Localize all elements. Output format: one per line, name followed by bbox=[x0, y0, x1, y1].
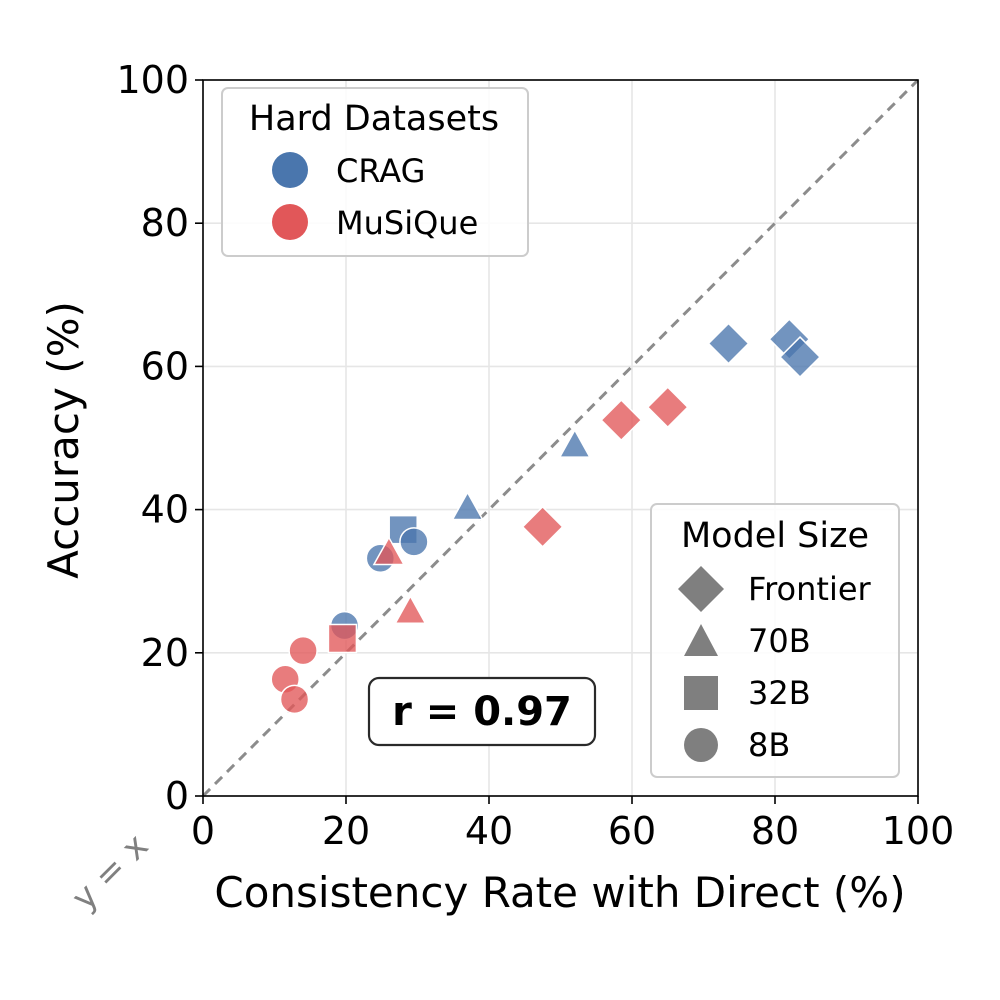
frontier-legend-label: Frontier bbox=[748, 570, 872, 608]
musique-frontier-point bbox=[646, 386, 689, 429]
x-tick-label: 20 bbox=[322, 809, 370, 853]
32b-legend-label: 32B bbox=[748, 674, 811, 712]
y-tick-label: 0 bbox=[165, 774, 189, 818]
crag-8b-point bbox=[399, 527, 429, 557]
x-tick-label: 80 bbox=[751, 809, 799, 853]
8b-legend-marker bbox=[684, 728, 718, 762]
musique-8b-point bbox=[279, 684, 310, 715]
musique-frontier-point bbox=[521, 505, 564, 548]
musique-70b-point bbox=[372, 536, 406, 566]
dataset-legend: Hard Datasets CRAG MuSiQue bbox=[221, 87, 529, 257]
70b-legend-label: 70B bbox=[748, 622, 811, 660]
musique-32b-point bbox=[327, 623, 358, 654]
y-axis-title: Accuracy (%) bbox=[39, 301, 88, 579]
dataset-legend-title: Hard Datasets bbox=[249, 99, 499, 139]
musique-legend-label: MuSiQue bbox=[336, 204, 478, 242]
musique-legend-marker bbox=[272, 204, 308, 240]
70b-legend-marker bbox=[684, 624, 718, 656]
annotation-box bbox=[367, 676, 597, 747]
crag-legend-label: CRAG bbox=[336, 152, 425, 190]
crag-70b-point bbox=[558, 428, 592, 458]
crag-frontier-point bbox=[707, 322, 750, 365]
musique-frontier-point bbox=[600, 399, 643, 442]
plot-frame bbox=[202, 79, 919, 797]
crag-70b-point bbox=[451, 490, 484, 521]
y-tick-label: 100 bbox=[116, 58, 189, 102]
axis-ticks: 0 20 40 60 80 100 0 20 40 60 80 100 bbox=[116, 58, 954, 853]
crag-frontier-point bbox=[778, 336, 822, 379]
x-tick-label: 40 bbox=[465, 809, 513, 853]
x-tick-label: 0 bbox=[191, 809, 215, 853]
x-axis-title: Consistency Rate with Direct (%) bbox=[214, 868, 905, 917]
musique-8b-point bbox=[288, 635, 318, 666]
x-tick-label: 60 bbox=[608, 809, 656, 853]
frontier-legend-marker bbox=[678, 566, 724, 612]
musique-70b-point bbox=[394, 594, 427, 625]
8b-legend-label: 8B bbox=[748, 726, 790, 764]
y-tick-label: 40 bbox=[141, 488, 189, 532]
size-legend-title: Model Size bbox=[681, 516, 869, 556]
size-legend: Model Size Frontier 70B 32B 8B bbox=[650, 503, 900, 778]
crag-legend-marker bbox=[272, 152, 308, 188]
y-tick-label: 80 bbox=[141, 201, 189, 245]
32b-legend-marker bbox=[684, 676, 718, 710]
y-tick-label: 20 bbox=[141, 631, 189, 675]
correlation-text: r = 0.97 bbox=[392, 689, 572, 735]
y-tick-label: 60 bbox=[141, 344, 189, 388]
x-tick-label: 100 bbox=[882, 809, 955, 853]
data-points bbox=[270, 318, 822, 715]
correlation-annotation: r = 0.97 bbox=[367, 676, 597, 747]
